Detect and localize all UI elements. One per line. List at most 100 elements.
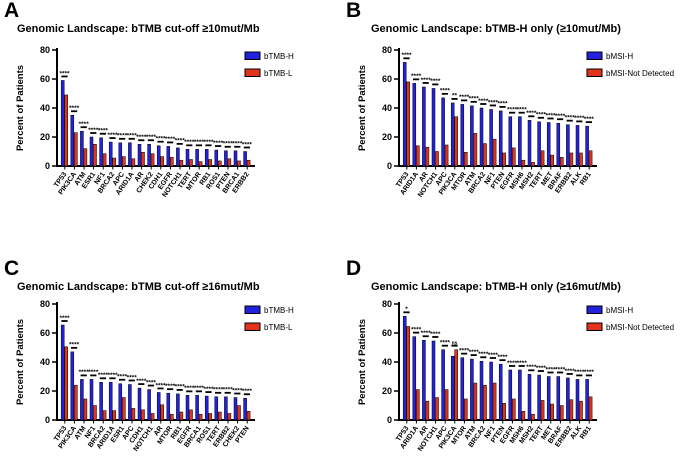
bar-PTEN-bTMB-H bbox=[243, 398, 247, 421]
significance-label: **** bbox=[203, 139, 214, 146]
bar-PIK3CA-bTMB-L bbox=[74, 384, 78, 421]
significance-label: **** bbox=[584, 116, 595, 123]
x-tick-label: RB1 bbox=[579, 425, 593, 441]
bar-APC-bTMB-H bbox=[118, 142, 123, 167]
bar-MSH6-bMSI-Not Detected bbox=[521, 411, 526, 421]
significance-label: **** bbox=[98, 372, 109, 379]
bar-ARID1A-bTMB-H bbox=[108, 382, 113, 421]
legend-swatch-bTMB-L bbox=[244, 68, 261, 77]
bar-ATM-bTMB-L bbox=[83, 398, 88, 421]
bar-PIK3CA-bMSI-H bbox=[450, 355, 455, 421]
y-tick-label: 80 bbox=[382, 45, 392, 55]
significance-label: **** bbox=[430, 331, 441, 338]
bar-RB1-bMSI-H bbox=[585, 379, 589, 421]
bar-ARID1A-bMSI-H bbox=[412, 336, 417, 421]
bar-TP53-bMSI-Not Detected bbox=[406, 81, 410, 167]
x-tick-label: AR bbox=[418, 425, 430, 437]
legend-label: bMSI-Not Detected bbox=[606, 69, 674, 78]
y-tick-label: 40 bbox=[40, 357, 50, 367]
y-tick-label: 0 bbox=[45, 161, 50, 171]
bar-BRAF-bMSI-H bbox=[556, 376, 561, 421]
bar-TERT-bTMB-H bbox=[214, 396, 219, 421]
x-tick-label: AR bbox=[153, 425, 165, 437]
y-tick-label: 20 bbox=[40, 132, 50, 142]
x-tick-label: RB1 bbox=[579, 171, 593, 187]
significance-label: **** bbox=[545, 112, 556, 119]
significance-label: **** bbox=[536, 365, 547, 372]
bar-PIK3CA-bMSI-H bbox=[450, 102, 455, 167]
bar-NF1-bMSI-Not Detected bbox=[492, 382, 497, 421]
bar-ROS1-bTMB-L bbox=[218, 160, 222, 167]
significance-label: **** bbox=[146, 379, 157, 386]
bar-RB1-bTMB-H bbox=[204, 149, 209, 167]
y-tick-label: 40 bbox=[382, 103, 392, 113]
bar-MSH6-bMSI-H bbox=[518, 116, 522, 167]
bar-BRCA2-bMSI-H bbox=[479, 361, 484, 421]
significance-label: **** bbox=[59, 315, 70, 322]
y-tick-label: 40 bbox=[40, 103, 50, 113]
significance-label: **** bbox=[242, 388, 253, 395]
bar-ALK-bMSI-Not Detected bbox=[579, 152, 583, 167]
significance-label: **** bbox=[213, 387, 224, 394]
significance-label: **** bbox=[411, 73, 422, 80]
bar-EGFR-bTMB-H bbox=[185, 395, 190, 421]
bar-RB1-bMSI-Not Detected bbox=[588, 150, 593, 167]
bar-PIK3CA-bMSI-Not Detected bbox=[454, 349, 458, 421]
significance-label: **** bbox=[478, 351, 489, 358]
significance-label: **** bbox=[232, 387, 243, 394]
bar-TP53-bMSI-Not Detected bbox=[406, 326, 410, 421]
bar-RB1-bTMB-L bbox=[208, 159, 212, 167]
significance-label: * bbox=[405, 306, 408, 313]
bar-AR-bMSI-Not Detected bbox=[425, 146, 430, 167]
bar-BRCA2-bMSI-Not Detected bbox=[483, 143, 487, 167]
significance-label: **** bbox=[430, 78, 441, 85]
chart-title-d: Genomic Landscape: bTMB-H only (≥16mut/M… bbox=[371, 281, 621, 293]
bar-ERBB2-bTMB-H bbox=[224, 396, 228, 421]
bar-EGFR-bTMB-H bbox=[166, 146, 171, 167]
bar-ROS1-bTMB-H bbox=[214, 149, 219, 167]
bar-ALK-bMSI-Not Detected bbox=[579, 400, 583, 421]
bar-CDH1-bTMB-L bbox=[141, 409, 145, 421]
significance-label: **** bbox=[555, 113, 566, 120]
y-axis-label: Percent of Patients bbox=[357, 319, 368, 405]
legend-swatch-bMSI-H bbox=[586, 51, 603, 60]
significance-label: **** bbox=[117, 374, 128, 381]
bar-ERBB2-bTMB-H bbox=[243, 151, 247, 167]
bar-MSH6-bMSI-Not Detected bbox=[521, 159, 526, 167]
bar-PIK3CA-bTMB-H bbox=[70, 351, 75, 421]
bar-MSH2-bMSI-H bbox=[527, 374, 532, 421]
bar-MET-bMSI-H bbox=[546, 376, 551, 421]
bar-ROS1-bTMB-L bbox=[208, 413, 212, 421]
significance-label: **** bbox=[203, 386, 214, 393]
panel-d: D Genomic Landscape: bTMB-H only (≥16mut… bbox=[342, 230, 685, 459]
legend-swatch-bTMB-H bbox=[244, 51, 261, 60]
y-tick-label: 0 bbox=[387, 161, 392, 171]
significance-label: **** bbox=[401, 52, 412, 59]
significance-label: **** bbox=[440, 88, 451, 95]
bar-ERBB2-bMSI-H bbox=[566, 377, 570, 421]
significance-label: **** bbox=[574, 115, 585, 122]
bar-BRAF-bMSI-Not Detected bbox=[560, 405, 564, 421]
bar-BRAF-bMSI-Not Detected bbox=[560, 157, 564, 167]
bar-chart-b: 0 20 40 60 80 Percent of Patients TP53 **** ARID… bbox=[342, 38, 684, 206]
significance-label: **** bbox=[545, 366, 556, 373]
legend-swatch-bTMB-L bbox=[244, 322, 261, 331]
bar-NF1-bTMB-L bbox=[102, 153, 107, 167]
bar-APC-bTMB-L bbox=[122, 156, 126, 167]
bar-ALK-bMSI-H bbox=[575, 379, 580, 421]
bar-MET-bMSI-H bbox=[546, 122, 551, 167]
significance-label: **** bbox=[88, 127, 99, 134]
significance-label: **** bbox=[526, 110, 537, 117]
significance-label: **** bbox=[88, 369, 99, 376]
significance-label: **** bbox=[411, 326, 422, 333]
bar-BRCA1-bTMB-H bbox=[195, 395, 199, 421]
significance-label: **** bbox=[155, 382, 166, 389]
panel-b: B Genomic Landscape: bTMB-H only (≥10mut… bbox=[342, 0, 685, 230]
significance-label: **** bbox=[59, 70, 70, 77]
y-axis-label: Percent of Patients bbox=[357, 65, 368, 151]
bar-MSH6-bMSI-H bbox=[518, 369, 522, 421]
bar-ATM-bTMB-H bbox=[80, 130, 84, 167]
significance-label: **** bbox=[69, 105, 80, 112]
significance-label: **** bbox=[194, 139, 205, 146]
bar-NOTCH1-bTMB-L bbox=[179, 159, 184, 167]
